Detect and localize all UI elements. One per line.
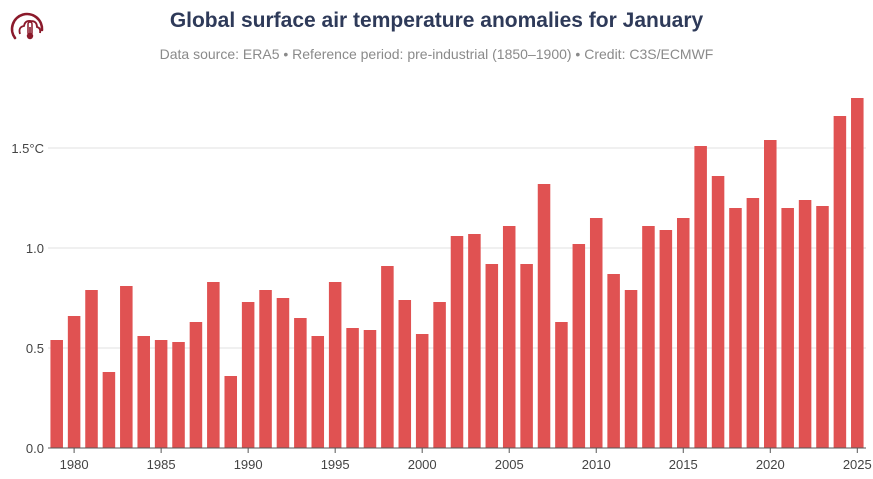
x-tick-label: 1990 xyxy=(234,457,263,472)
bar-1983 xyxy=(120,286,133,448)
bar-2000 xyxy=(415,334,429,448)
bar-1986 xyxy=(172,342,185,448)
bar-2017 xyxy=(711,176,725,448)
bar-2020 xyxy=(764,140,777,448)
bar-2007 xyxy=(537,184,551,448)
bar-1998 xyxy=(381,266,394,448)
bar-1994 xyxy=(311,336,325,448)
bar-1995 xyxy=(328,282,342,448)
bar-2022 xyxy=(798,200,812,448)
bar-1980 xyxy=(67,316,81,448)
bar-1992 xyxy=(276,298,290,448)
bar-2006 xyxy=(520,264,533,448)
x-tick-label: 1985 xyxy=(147,457,176,472)
x-tick-label: 1980 xyxy=(60,457,89,472)
bar-2011 xyxy=(607,274,620,448)
bar-2023 xyxy=(816,206,829,448)
y-tick-label: 0.0 xyxy=(26,441,44,456)
bars xyxy=(50,98,864,448)
thermometer-cloud-icon xyxy=(10,12,44,40)
x-tick-label: 2005 xyxy=(495,457,524,472)
bar-1996 xyxy=(346,328,359,448)
y-tick-label: 1.0 xyxy=(26,241,44,256)
chart-title: Global surface air temperature anomalies… xyxy=(169,9,704,32)
bar-2008 xyxy=(555,322,568,448)
bar-2005 xyxy=(502,226,516,448)
bar-1987 xyxy=(189,322,203,448)
y-tick-label: 0.5 xyxy=(26,341,44,356)
bar-2003 xyxy=(468,234,481,448)
axes: 0.0 0.5 1.0 1.5°C 1980 1985 1990 1995 2000 2005 20… xyxy=(11,141,871,472)
bar-2013 xyxy=(642,226,655,448)
bar-2016 xyxy=(694,146,707,448)
x-tick-label: 2025 xyxy=(843,457,872,472)
bar-2010 xyxy=(589,218,603,448)
x-tick-label: 2015 xyxy=(669,457,698,472)
bar-1990 xyxy=(241,302,255,448)
bar-2002 xyxy=(450,236,464,448)
bar-2014 xyxy=(659,230,673,448)
bar-2025 xyxy=(851,98,864,448)
bar-1985 xyxy=(154,340,168,448)
chart-subtitle: Data source: ERA5 • Reference period: pr… xyxy=(159,46,714,62)
bar-2021 xyxy=(781,208,794,448)
bar-2001 xyxy=(433,302,446,448)
bar-1981 xyxy=(85,290,98,448)
bar-2012 xyxy=(624,290,638,448)
bar-2019 xyxy=(746,198,760,448)
bar-2004 xyxy=(485,264,499,448)
bar-2015 xyxy=(676,218,690,448)
bar-1984 xyxy=(137,336,150,448)
bar-2018 xyxy=(729,208,742,448)
bar-1999 xyxy=(398,300,412,448)
x-tick-label: 2010 xyxy=(582,457,611,472)
x-tick-label: 1995 xyxy=(321,457,350,472)
bar-1993 xyxy=(294,318,307,448)
bar-2024 xyxy=(833,116,847,448)
bar-1997 xyxy=(363,330,377,448)
bar-2009 xyxy=(572,244,586,448)
x-tick-label: 2020 xyxy=(756,457,785,472)
x-tick-label: 2000 xyxy=(408,457,437,472)
bar-1988 xyxy=(207,282,220,448)
bar-1989 xyxy=(224,376,238,448)
y-tick-label: 1.5°C xyxy=(11,141,44,156)
bar-1982 xyxy=(102,372,116,448)
bar-1991 xyxy=(259,290,272,448)
bar-1979 xyxy=(50,340,63,448)
